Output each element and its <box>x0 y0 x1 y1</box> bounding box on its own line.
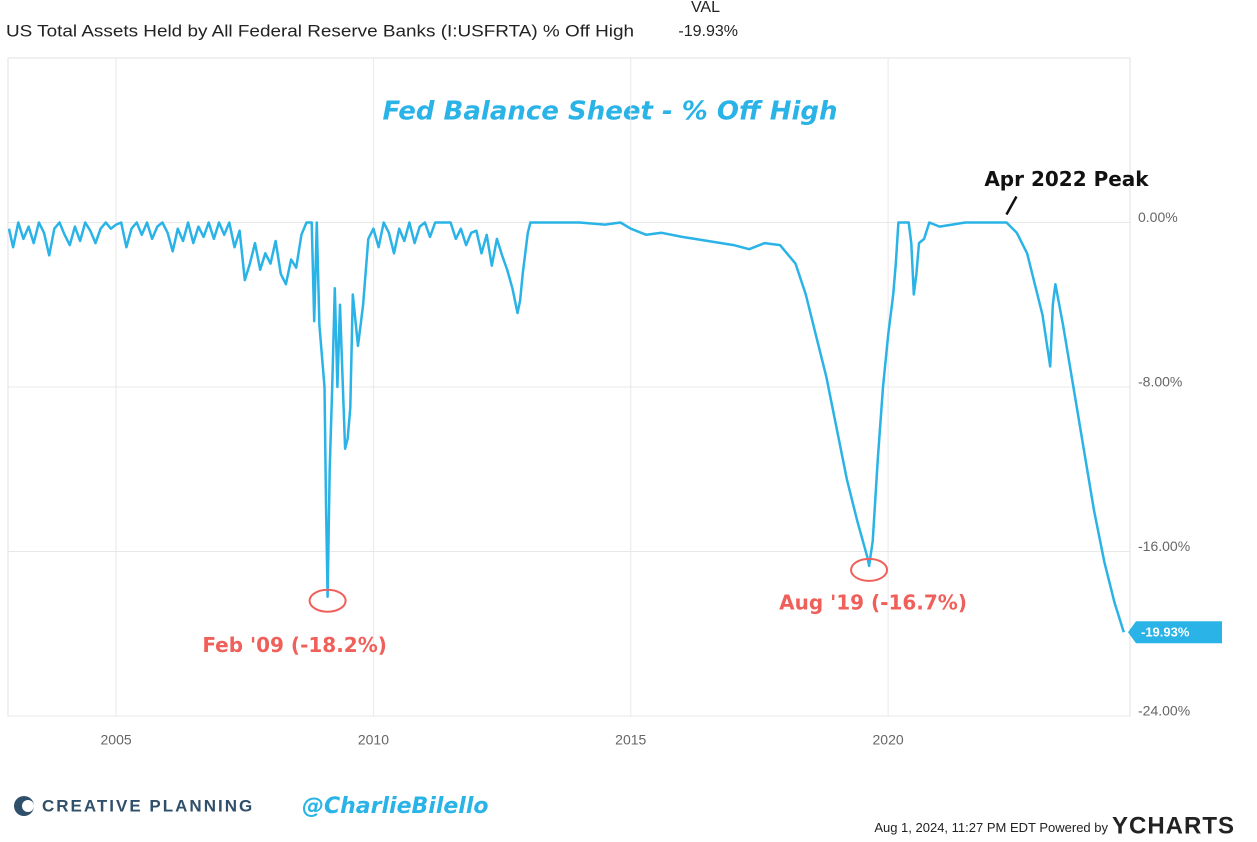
last-value-badge <box>1128 621 1222 644</box>
timestamp-text: Aug 1, 2024, 11:27 PM EDT <box>874 820 1036 835</box>
header-value: -19.93% <box>678 23 738 40</box>
logo <box>14 796 34 816</box>
annotation-circle <box>308 588 347 613</box>
handle: @CharlieBilello <box>302 794 488 819</box>
x-tick-label: 2010 <box>358 732 389 748</box>
y-tick-label: -16.00% <box>1138 538 1190 554</box>
y-tick-label: -8.00% <box>1138 374 1182 390</box>
powered-by: Powered by <box>1039 820 1108 835</box>
annotation-pointer <box>1005 195 1018 216</box>
provider: YCHARTS <box>1112 812 1235 839</box>
last-value-label: -19.93% <box>1141 625 1190 640</box>
annotation: Feb '09 (-18.2%) <box>202 633 387 657</box>
value-heading: VAL <box>691 0 720 16</box>
x-tick-label: 2005 <box>101 732 132 748</box>
chart-title: Fed Balance Sheet - % Off High <box>383 97 838 127</box>
y-tick-label: -24.00% <box>1138 703 1190 719</box>
x-tick-label: 2020 <box>873 732 904 748</box>
annotation: Apr 2022 Peak <box>984 167 1149 191</box>
x-tick-label: 2015 <box>615 732 646 748</box>
brand: CREATIVE PLANNING <box>42 796 254 815</box>
timestamp: Aug 1, 2024, 11:27 PM EDT Powered by <box>874 820 1108 835</box>
series-line <box>7 221 1125 633</box>
header: US Total Assets Held by All Federal Rese… <box>6 21 634 40</box>
y-tick-label: 0.00% <box>1138 209 1178 225</box>
annotation-circle <box>850 557 889 582</box>
annotation: Aug '19 (-16.7%) <box>779 590 967 614</box>
